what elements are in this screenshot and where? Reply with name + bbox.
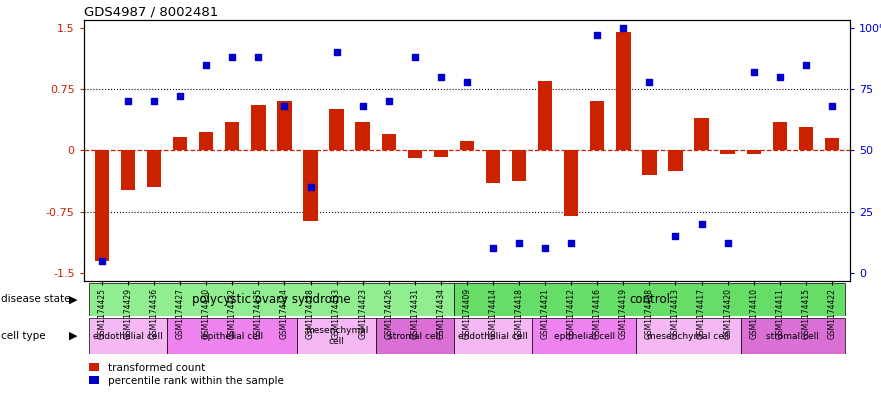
Point <box>278 103 292 109</box>
Bar <box>375 318 454 354</box>
Point <box>460 79 474 85</box>
Bar <box>251 105 265 150</box>
Bar <box>454 318 532 354</box>
Point <box>303 184 317 190</box>
Text: disease state: disease state <box>1 294 70 305</box>
Bar <box>433 150 448 157</box>
Point <box>590 32 604 38</box>
Bar <box>564 150 579 216</box>
Bar <box>167 318 298 354</box>
Text: ▶: ▶ <box>69 331 78 341</box>
Point <box>408 54 422 61</box>
Point <box>147 98 161 105</box>
Text: mesenchymal
cell: mesenchymal cell <box>305 326 368 346</box>
Bar <box>355 122 370 150</box>
Point <box>538 245 552 252</box>
Point <box>747 69 761 75</box>
Text: epithelial cell: epithelial cell <box>553 332 615 340</box>
Point <box>329 49 344 55</box>
Point <box>356 103 370 109</box>
Point <box>773 73 787 80</box>
Bar <box>669 150 683 171</box>
Bar <box>616 32 631 150</box>
Point <box>617 25 631 31</box>
Point <box>381 98 396 105</box>
Point <box>95 257 109 264</box>
Bar <box>278 101 292 150</box>
Bar <box>538 81 552 150</box>
Bar <box>636 318 741 354</box>
Point <box>433 73 448 80</box>
Bar <box>95 150 109 261</box>
Point <box>173 93 187 99</box>
Bar <box>825 138 839 150</box>
Text: endothelial cell: endothelial cell <box>93 332 163 340</box>
Bar <box>746 150 761 154</box>
Bar <box>773 122 787 150</box>
Point <box>721 240 735 246</box>
Bar <box>454 283 845 316</box>
Point <box>642 79 656 85</box>
Text: epithelial cell: epithelial cell <box>202 332 263 340</box>
Text: GDS4987 / 8002481: GDS4987 / 8002481 <box>84 6 218 18</box>
Point <box>226 54 240 61</box>
Bar <box>89 318 167 354</box>
Point <box>825 103 839 109</box>
Bar <box>89 283 454 316</box>
Text: stromal cell: stromal cell <box>766 332 819 340</box>
Text: mesenchymal cell: mesenchymal cell <box>648 332 729 340</box>
Point <box>486 245 500 252</box>
Text: control: control <box>629 293 670 306</box>
Bar <box>147 150 161 187</box>
Bar <box>512 150 526 181</box>
Bar <box>590 101 604 150</box>
Bar <box>741 318 845 354</box>
Bar <box>694 118 708 150</box>
Bar <box>329 110 344 150</box>
Point <box>251 54 265 61</box>
Bar <box>121 150 135 189</box>
Legend: transformed count, percentile rank within the sample: transformed count, percentile rank withi… <box>89 363 284 386</box>
Text: endothelial cell: endothelial cell <box>458 332 528 340</box>
Point <box>669 233 683 239</box>
Point <box>121 98 135 105</box>
Bar <box>485 150 500 183</box>
Text: stromal cell: stromal cell <box>389 332 441 340</box>
Bar <box>173 137 188 150</box>
Bar <box>408 150 422 158</box>
Text: polycystic ovary syndrome: polycystic ovary syndrome <box>192 293 351 306</box>
Point <box>694 221 708 227</box>
Point <box>799 61 813 68</box>
Bar <box>721 150 735 154</box>
Point <box>199 61 213 68</box>
Text: ▶: ▶ <box>69 294 78 305</box>
Point <box>512 240 526 246</box>
Bar <box>642 150 656 175</box>
Bar <box>298 318 375 354</box>
Text: cell type: cell type <box>1 331 46 341</box>
Bar <box>199 132 213 150</box>
Point <box>564 240 578 246</box>
Bar <box>381 134 396 150</box>
Bar <box>303 150 318 221</box>
Bar <box>226 122 240 150</box>
Bar <box>799 127 813 150</box>
Bar <box>460 141 474 150</box>
Bar <box>532 318 636 354</box>
